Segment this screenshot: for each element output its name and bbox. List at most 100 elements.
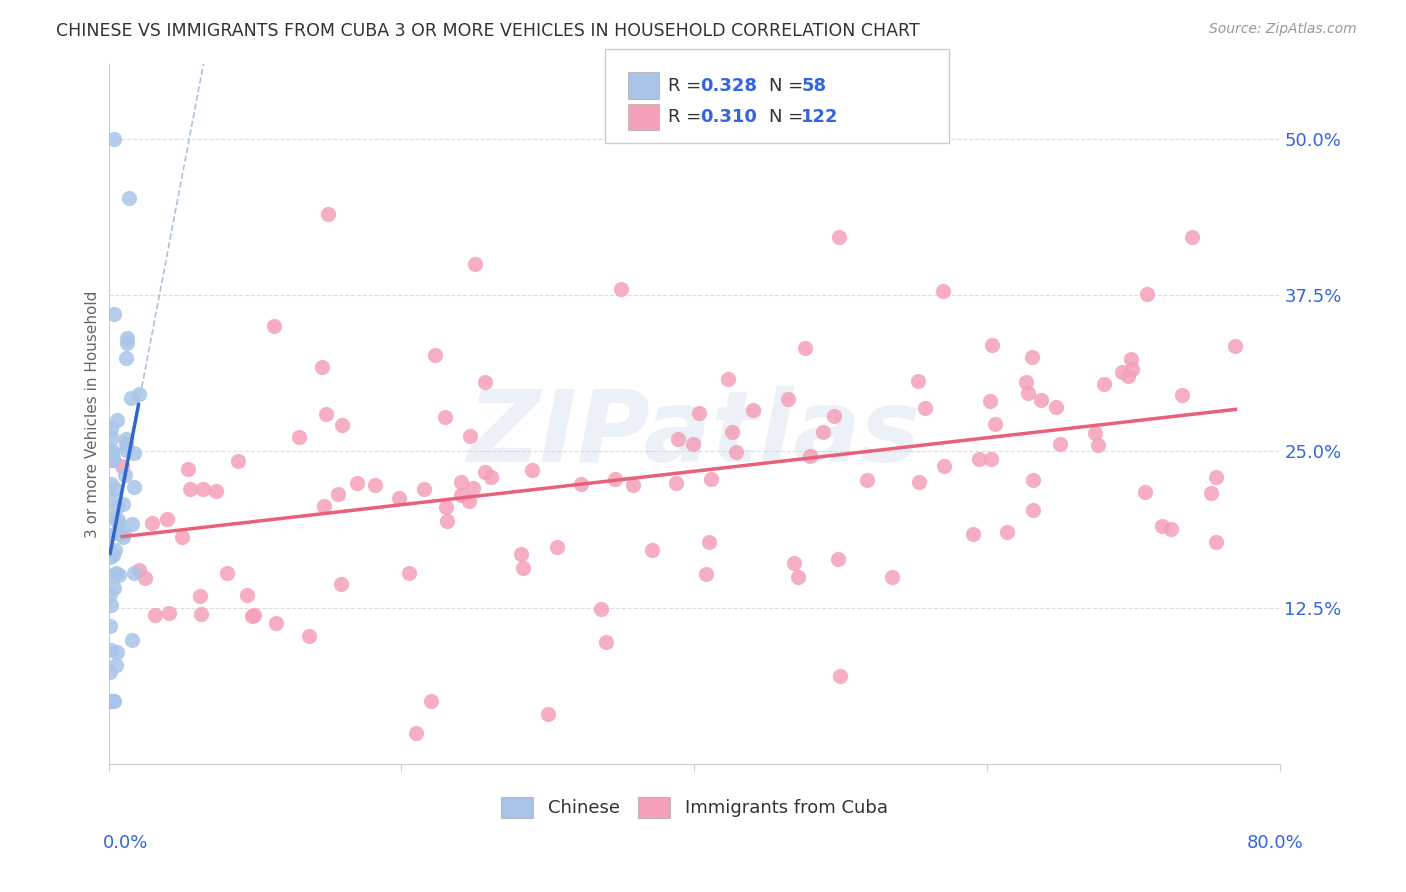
Point	[288, 430, 311, 444]
Point	[830, 669, 852, 683]
Point	[100, 546, 122, 560]
Point	[128, 387, 150, 401]
Point	[388, 491, 411, 506]
Point	[312, 499, 335, 513]
Point	[984, 417, 1007, 431]
Text: R =: R =	[668, 108, 707, 126]
Point	[1121, 362, 1143, 376]
Point	[100, 665, 122, 679]
Text: CHINESE VS IMMIGRANTS FROM CUBA 3 OR MORE VEHICLES IN HOUSEHOLD CORRELATION CHAR: CHINESE VS IMMIGRANTS FROM CUBA 3 OR MOR…	[56, 22, 920, 40]
Point	[741, 403, 763, 417]
Point	[433, 410, 456, 425]
Point	[107, 516, 129, 531]
Point	[1084, 425, 1107, 440]
Point	[101, 446, 124, 460]
Point	[1029, 392, 1052, 407]
Point	[101, 549, 124, 563]
Point	[101, 443, 124, 458]
Point	[1205, 470, 1227, 484]
Point	[419, 694, 441, 708]
Text: 80.0%: 80.0%	[1247, 834, 1303, 852]
Point	[1201, 486, 1223, 500]
Point	[101, 569, 124, 583]
Point	[1021, 350, 1043, 364]
Text: 0.0%: 0.0%	[103, 834, 148, 852]
Point	[111, 459, 134, 474]
Point	[665, 476, 688, 491]
Point	[107, 412, 129, 426]
Point	[1119, 351, 1142, 366]
Point	[101, 452, 124, 467]
Point	[434, 500, 457, 515]
Point	[111, 497, 134, 511]
Point	[914, 401, 936, 415]
Point	[332, 417, 354, 432]
Point	[104, 483, 127, 497]
Point	[179, 482, 201, 496]
Point	[610, 282, 633, 296]
Point	[315, 407, 337, 421]
Point	[193, 482, 215, 496]
Point	[98, 694, 121, 708]
Point	[104, 543, 127, 558]
Point	[105, 645, 128, 659]
Point	[215, 566, 238, 580]
Point	[537, 706, 560, 721]
Point	[695, 566, 717, 581]
Point	[103, 694, 125, 708]
Point	[236, 589, 259, 603]
Point	[509, 547, 531, 561]
Point	[115, 351, 138, 365]
Point	[398, 566, 420, 581]
Point	[205, 483, 228, 498]
Point	[364, 477, 387, 491]
Point	[115, 437, 138, 451]
Point	[932, 459, 955, 474]
Point	[128, 563, 150, 577]
Point	[100, 598, 122, 612]
Point	[143, 608, 166, 623]
Point	[188, 589, 211, 603]
Point	[107, 512, 129, 526]
Point	[101, 453, 124, 467]
Point	[115, 336, 138, 351]
Point	[114, 468, 136, 483]
Point	[457, 494, 479, 508]
Point	[1205, 535, 1227, 549]
Point	[1049, 437, 1071, 451]
Point	[124, 566, 146, 580]
Point	[1017, 385, 1039, 400]
Point	[979, 393, 1001, 408]
Point	[118, 191, 141, 205]
Text: N =: N =	[769, 77, 808, 95]
Text: 0.328: 0.328	[700, 77, 758, 95]
Point	[103, 307, 125, 321]
Point	[100, 492, 122, 507]
Point	[908, 475, 931, 489]
Point	[170, 530, 193, 544]
Point	[1015, 375, 1038, 389]
Point	[103, 581, 125, 595]
Point	[1111, 365, 1133, 379]
Point	[134, 571, 156, 585]
Point	[98, 619, 121, 633]
Point	[967, 451, 990, 466]
Point	[105, 566, 128, 580]
Point	[263, 318, 285, 333]
Point	[717, 372, 740, 386]
Point	[240, 608, 263, 623]
Point	[316, 207, 339, 221]
Point	[103, 132, 125, 146]
Point	[1022, 473, 1045, 487]
Point	[786, 570, 808, 584]
Point	[828, 229, 851, 244]
Point	[121, 633, 143, 648]
Point	[412, 482, 434, 496]
Point	[783, 557, 806, 571]
Point	[177, 462, 200, 476]
Point	[1118, 369, 1140, 384]
Text: N =: N =	[769, 108, 808, 126]
Point	[105, 500, 128, 514]
Point	[932, 284, 955, 298]
Point	[115, 331, 138, 345]
